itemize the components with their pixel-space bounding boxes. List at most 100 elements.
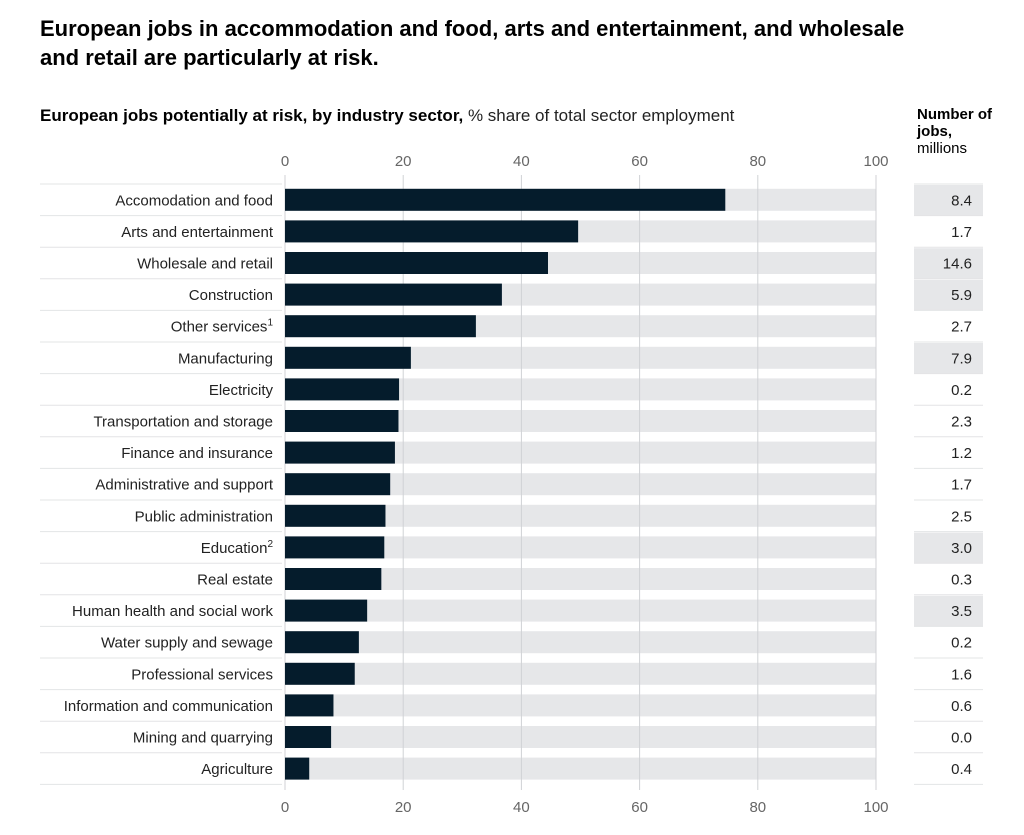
bar-track [285,441,876,464]
bar [285,410,399,432]
bar [285,346,411,369]
chart-title-bold: European jobs potentially at risk, by in… [40,106,464,125]
x-tick-label-top: 40 [513,153,530,170]
jobs-value: 0.2 [951,635,972,652]
bar-track [285,568,876,590]
bar-track [285,726,876,748]
jobs-value: 0.0 [951,730,972,747]
category-label: Wholesale and retail [137,256,273,273]
bar-track [285,757,876,780]
category-label: Mining and quarrying [133,730,273,747]
bar-track [285,410,876,432]
jobs-value: 2.7 [951,319,972,336]
jobs-value: 0.4 [951,761,972,778]
jobs-cell-highlight [914,279,983,311]
jobs-cell-highlight [914,248,983,279]
bar [285,252,548,274]
category-label: Manufacturing [178,350,273,367]
category-label: Administrative and support [95,477,273,494]
category-label: Water supply and sewage [101,635,273,652]
chart-subtitle: % share of total sector employment [467,106,735,125]
bar [285,599,368,622]
jobs-value: 1.2 [951,445,972,462]
x-tick-label-top: 60 [631,153,648,170]
bar [285,315,476,338]
jobs-cell-highlight [914,185,983,216]
jobs-value: 3.0 [951,540,972,557]
jobs-value: 0.6 [951,698,972,715]
category-label: Transportation and storage [93,414,273,431]
x-tick-label-top: 20 [395,153,412,170]
x-tick-label-bottom: 0 [281,799,289,816]
category-label: Agriculture [201,761,273,778]
bar [285,188,726,211]
bar [285,473,391,496]
bar-track [285,536,876,559]
x-tick-label-bottom: 40 [513,799,530,816]
bar [285,504,386,527]
bar-track [285,378,876,401]
x-tick-label-bottom: 20 [395,799,412,816]
jobs-cell-highlight [914,595,983,627]
bar [285,662,355,685]
chart-headline: European jobs in accommodation and food,… [40,16,905,70]
jobs-value: 1.7 [951,477,972,494]
jobs-value: 1.6 [951,666,972,683]
category-label: Information and communication [64,698,273,715]
bar [285,631,359,654]
bar [285,536,385,559]
jobs-value: 3.5 [951,603,972,620]
category-label: Accomodation and food [115,192,273,209]
jobs-value: 8.4 [951,192,972,209]
bar-track [285,346,876,369]
bar [285,726,332,748]
jobs-header-unit: millions [917,140,968,157]
category-label: Other services1 [171,318,274,336]
category-label: Construction [189,287,273,304]
bar-track [285,504,876,527]
bar-track [285,662,876,685]
footnote-marker: 2 [267,539,273,550]
bar [285,694,334,717]
footnote-marker: 1 [267,318,273,329]
x-tick-label-bottom: 60 [631,799,648,816]
bar [285,441,395,464]
x-tick-label-top: 0 [281,153,289,170]
jobs-value: 14.6 [943,256,972,273]
bar [285,378,400,401]
category-label: Real estate [197,572,273,589]
category-label: Public administration [135,508,273,525]
category-label: Finance and insurance [121,445,273,462]
jobs-header-bold: Number of jobs, [917,106,992,140]
category-label: Education2 [201,539,274,557]
category-label: Professional services [131,666,273,683]
x-tick-label-bottom: 100 [863,799,888,816]
jobs-value: 5.9 [951,287,972,304]
bar-track [285,694,876,717]
x-tick-label-top: 80 [749,153,766,170]
bar [285,220,579,243]
jobs-value: 0.2 [951,382,972,399]
category-label: Arts and entertainment [121,224,274,241]
jobs-column-header: Number of jobs, millions [917,106,1024,157]
bar [285,283,502,306]
jobs-cell-highlight [914,343,983,374]
x-tick-label-bottom: 80 [749,799,766,816]
bar-track [285,631,876,654]
jobs-value: 7.9 [951,350,972,367]
jobs-value: 1.7 [951,224,972,241]
bar-track [285,473,876,496]
x-tick-label-top: 100 [863,153,888,170]
jobs-value: 2.3 [951,414,972,431]
jobs-cell-highlight [914,532,983,564]
bar [285,757,310,780]
bar [285,568,382,590]
category-label: Human health and social work [72,603,273,620]
jobs-value: 2.5 [951,508,972,525]
chart-title: European jobs potentially at risk, by in… [40,106,734,126]
bar-track [285,599,876,622]
category-label: Electricity [209,382,274,399]
jobs-value: 0.3 [951,572,972,589]
